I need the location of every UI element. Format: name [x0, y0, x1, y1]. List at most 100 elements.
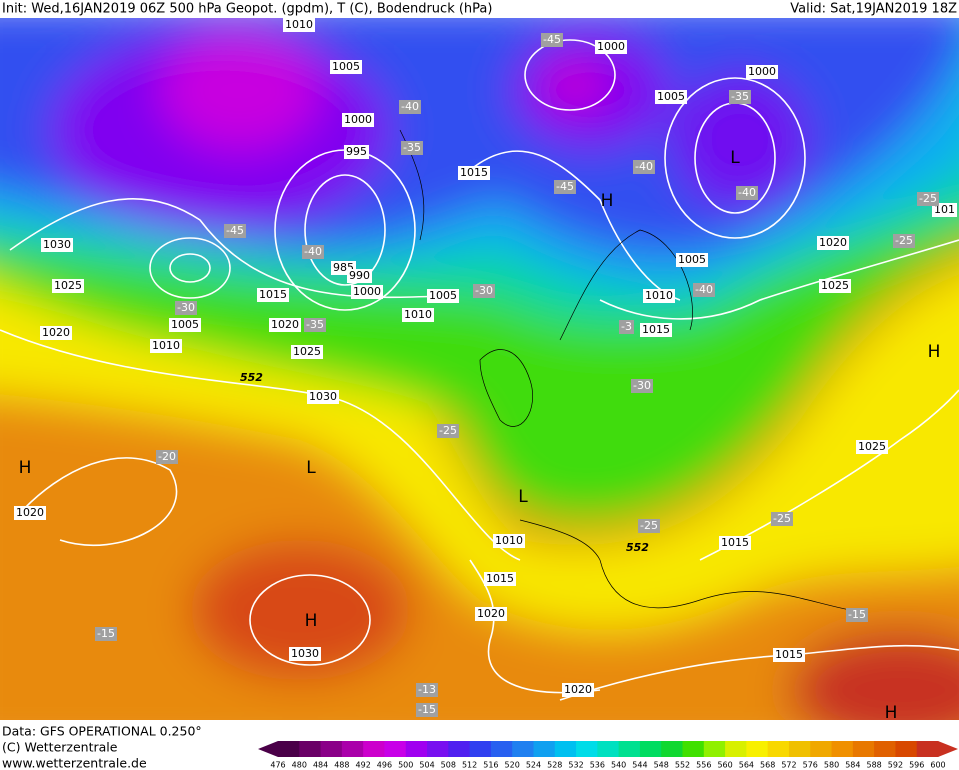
isobar-label: 1020: [40, 326, 72, 340]
colorbar-tick-label: 596: [909, 761, 924, 770]
isobar-label-text: 1020: [42, 326, 70, 339]
isobar-label: 1015: [719, 536, 751, 550]
colorbar-swatch: [341, 741, 364, 757]
colorbar-tick-label: 572: [781, 761, 796, 770]
pressure-center: L: [730, 148, 740, 168]
isobar-label-text: 1030: [43, 238, 71, 251]
colorbar-tick-label: 516: [483, 761, 498, 770]
isobar-label-text: 1025: [293, 345, 321, 358]
temperature-label-box: [416, 683, 438, 697]
isobar-label: 1010: [402, 308, 434, 322]
isobar-label: 1010: [150, 339, 182, 353]
isobar-label-box: [351, 285, 383, 299]
temperature-label-text: -30: [475, 284, 493, 297]
colorbar-swatch: [576, 741, 598, 757]
colorbar-swatch: [363, 741, 385, 757]
isobar-label-text: 1010: [152, 339, 180, 352]
colorbar-tick-label: 556: [696, 761, 711, 770]
isobar-label-box: [269, 318, 301, 332]
colorbar-swatch: [831, 741, 854, 757]
temperature-label: -30: [473, 284, 495, 298]
colorbar-tick-label: 564: [739, 761, 754, 770]
colorbar-swatch: [512, 741, 534, 757]
pressure-center: H: [19, 458, 32, 478]
temperature-label-text: -35: [403, 141, 421, 154]
colorbar-tick-label: 480: [292, 761, 307, 770]
colorbar-tick-label: 508: [441, 761, 456, 770]
colorbar: 476 480 484 488 492 496 500 504 508 512 516 520 524 5…: [258, 741, 958, 770]
isobar-label-text: 1025: [821, 279, 849, 292]
isobar-label-box: [283, 18, 315, 32]
valid-header: Valid: Sat,19JAN2019 18Z: [790, 2, 957, 17]
temperature-label-box: [437, 424, 459, 438]
colorbar-swatch: [895, 741, 918, 757]
colorbar-tick-label: 504: [419, 761, 434, 770]
map-labels: 1010100510009959859901000101510051010102…: [14, 18, 957, 720]
isobar-label: 1000: [746, 65, 778, 79]
isobar-label: 1020: [475, 607, 507, 621]
temperature-label-text: -45: [226, 224, 244, 237]
isobar-label-box: [856, 440, 888, 454]
isobar-label-box: [427, 289, 459, 303]
colorbar-swatch: [405, 741, 428, 757]
pressure-center: H: [601, 191, 614, 211]
temperature-label-box: [846, 608, 868, 622]
isobar-label-text: 1015: [775, 648, 803, 661]
temperature-label: -45: [541, 33, 563, 47]
colorbar-tick-label: 520: [505, 761, 520, 770]
temperature-label-box: [693, 283, 715, 297]
temperature-label: -40: [693, 283, 715, 297]
isobar-label: 1025: [856, 440, 888, 454]
isobar-label-box: [40, 326, 72, 340]
temperature-label-box: [473, 284, 495, 298]
isobar-label-box: [643, 289, 675, 303]
temperature-label: -35: [729, 90, 751, 104]
isobar-label-text: 1025: [858, 440, 886, 453]
temperature-label-box: [175, 301, 197, 315]
isobar-label-box: [475, 607, 507, 621]
isobar-label-box: [307, 390, 339, 404]
isobar-label-text: 1030: [309, 390, 337, 403]
temperature-label-text: -15: [418, 703, 436, 716]
temperature-label-text: -40: [304, 245, 322, 258]
colorbar-tick-label: 496: [377, 761, 392, 770]
colorbar-swatch: [320, 741, 343, 757]
isobar-label-text: 995: [346, 145, 367, 158]
pressure-center: H: [928, 342, 941, 362]
colorbar-swatch: [725, 741, 747, 757]
colorbar-swatch: [661, 741, 684, 757]
temperature-label: -40: [399, 100, 421, 114]
temperature-label-text: -25: [640, 519, 658, 532]
temperature-label-text: -40: [695, 283, 713, 296]
temperature-label-text: -25: [773, 512, 791, 525]
temperature-label-box: [917, 192, 939, 206]
colorbar-tick-label: 524: [526, 761, 541, 770]
temperature-label-box: [633, 160, 655, 174]
temperature-label-box: [401, 141, 423, 155]
temperature-label: -40: [736, 186, 758, 200]
temperature-label-text: -25: [919, 192, 937, 205]
isobar-label-box: [458, 166, 490, 180]
temperature-label: -25: [638, 519, 660, 533]
colorbar-swatch: [533, 741, 556, 757]
isobar-label: 1020: [817, 236, 849, 250]
colorbar-swatch: [384, 741, 407, 757]
footer-url: www.wetterzentrale.de: [2, 756, 147, 770]
temperature-label: -40: [633, 160, 655, 174]
temperature-label: -35: [304, 318, 326, 332]
isobar-label-box: [484, 572, 516, 586]
isobar-label-text: 1010: [285, 18, 313, 31]
height-label: 552: [626, 541, 649, 554]
isobar-label-text: 1015: [642, 323, 670, 336]
isobar-label-box: [719, 536, 751, 550]
isobar-label-box: [562, 683, 594, 697]
temperature-label-text: -35: [306, 318, 324, 331]
colorbar-tick-label: 536: [590, 761, 605, 770]
isobar-label: 1015: [773, 648, 805, 662]
isobar-label-text: 1020: [477, 607, 505, 620]
isobar-label-box: [676, 253, 708, 267]
temperature-label-text: -40: [738, 186, 756, 199]
colorbar-tick-label: 512: [462, 761, 477, 770]
colorbar-swatch: [810, 741, 833, 757]
